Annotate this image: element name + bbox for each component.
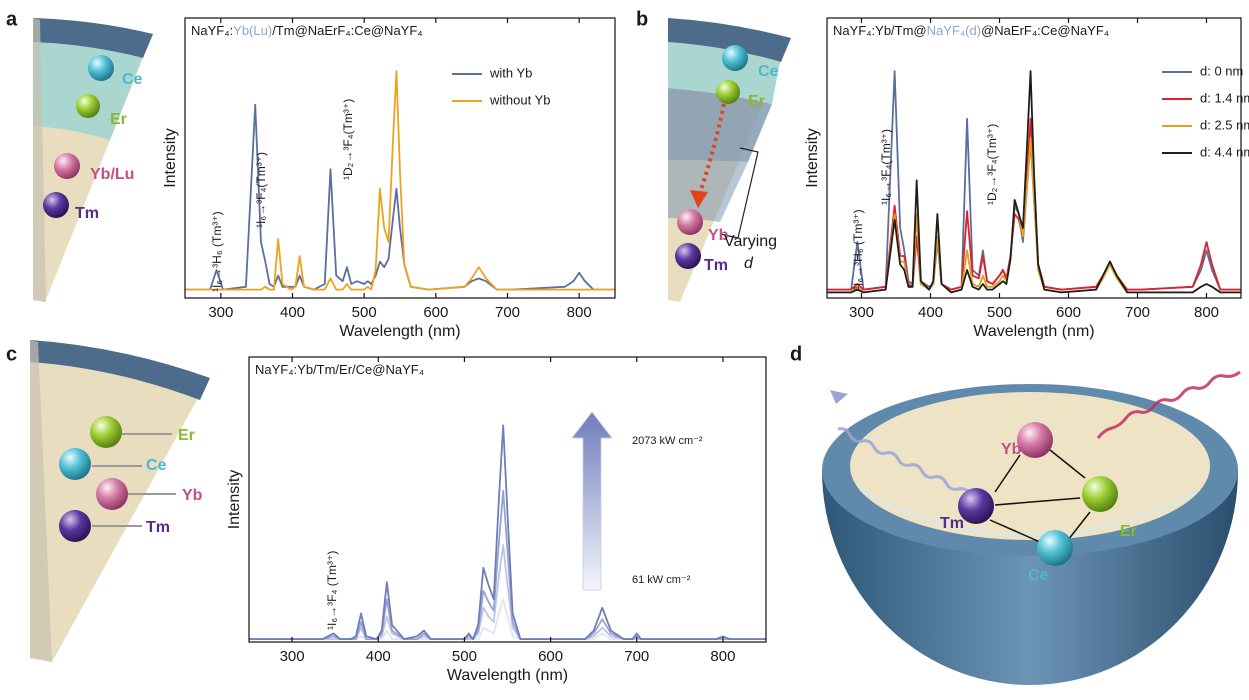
- series-line: [185, 105, 615, 290]
- ion-label: Yb/Lu: [90, 166, 134, 183]
- y-axis-label: Intensity: [226, 470, 243, 530]
- chart-title: NaYF₄:Yb/Tm@NaYF₄(d)@NaErF₄:Ce@NaYF₄: [833, 23, 1109, 38]
- legend-label: without Yb: [489, 92, 550, 107]
- figure: a b c d Ce Er Yb/Lu Tm Ce Er Yb Tm Varyi…: [0, 0, 1249, 695]
- x-tick-label: 600: [1056, 304, 1081, 321]
- ion-label: Er: [748, 93, 765, 110]
- x-tick-label: 700: [1125, 304, 1150, 321]
- ion-label: Er: [178, 427, 195, 444]
- title-part: NaYF₄:Yb/Tm@: [833, 23, 927, 38]
- wedge-diagram: Er Ce Yb Tm: [30, 340, 210, 662]
- y-axis-label: Intensity: [162, 128, 179, 188]
- chart: 300 400 500 600 700 800 Wavelength (nm) Intensi…: [804, 18, 1249, 340]
- title-part: Yb(Lu): [233, 23, 272, 38]
- ion-label: Er: [110, 111, 127, 128]
- wedge-diagram: Ce Er Yb Tm Varying d: [668, 18, 791, 302]
- x-tick-label: 300: [280, 648, 305, 665]
- annotation: ¹I₆→³F₄(Tm³⁺): [879, 129, 893, 205]
- chart: 300 400 500 600 700 800 Wavelength (nm) Intensi…: [162, 18, 615, 340]
- ion-label: Ce: [146, 457, 167, 474]
- annotation: ¹I₆→³F₄(Tm³⁺): [254, 152, 268, 228]
- ion-label: Yb: [1001, 441, 1022, 458]
- x-tick-label: 500: [352, 304, 377, 321]
- legend-label: d: 2.5 nm: [1200, 117, 1249, 132]
- ion-label: Ce: [758, 63, 779, 80]
- annotation: ¹D₂→³F₄(Tm³⁺): [341, 99, 355, 180]
- power-arrow: [572, 412, 612, 590]
- x-tick-label: 400: [918, 304, 943, 321]
- x-tick-label: 600: [538, 648, 563, 665]
- annotation: ¹I₆→³F₄ (Tm³⁺): [325, 551, 339, 630]
- panel-label: b: [636, 8, 648, 30]
- chart-title: NaYF₄:Yb/Tm/Er/Ce@NaYF₄: [255, 362, 424, 377]
- diagram-label: Varying: [724, 233, 777, 250]
- chart-title: NaYF₄:Yb(Lu)/Tm@NaErF₄:Ce@NaYF₄: [191, 23, 423, 38]
- bowl-diagram: Yb Er Tm Ce: [822, 372, 1240, 685]
- x-tick-label: 400: [366, 648, 391, 665]
- ion-label: Er: [1120, 523, 1137, 540]
- title-part: /Tm@NaErF₄:Ce@NaYF₄: [272, 23, 422, 38]
- x-tick-label: 500: [987, 304, 1012, 321]
- x-tick-label: 800: [567, 304, 592, 321]
- ion-label: Ce: [1028, 567, 1049, 584]
- page: a b c d Ce Er Yb/Lu Tm Ce Er Yb Tm Varyi…: [0, 0, 1249, 695]
- series-group: [185, 71, 615, 289]
- ion-label: Ce: [122, 71, 143, 88]
- series-line: [185, 71, 615, 289]
- x-tick-label: 800: [710, 648, 735, 665]
- annotation: 2073 kW cm⁻²: [632, 435, 703, 447]
- diagram-label: d: [744, 255, 754, 272]
- x-axis-label: Wavelength (nm): [973, 323, 1094, 340]
- title-part: NaYF₄(d): [927, 23, 981, 38]
- ion-label: Tm: [146, 519, 170, 536]
- x-tick-label: 400: [280, 304, 305, 321]
- y-axis-label: Intensity: [804, 128, 821, 188]
- annotation: ¹D₂→³F₄(Tm³⁺): [985, 124, 999, 205]
- ion-label: Yb: [182, 487, 203, 504]
- title-part: NaYF₄:Yb/Tm/Er/Ce@NaYF₄: [255, 362, 424, 377]
- x-tick-label: 700: [624, 648, 649, 665]
- panel-label: a: [6, 8, 18, 30]
- x-tick-label: 300: [849, 304, 874, 321]
- legend-label: d: 0 nm: [1200, 63, 1243, 78]
- legend-label: with Yb: [489, 65, 532, 80]
- x-tick-label: 300: [208, 304, 233, 321]
- title-part: @NaErF₄:Ce@NaYF₄: [981, 23, 1109, 38]
- panel-label: c: [6, 343, 17, 365]
- x-axis-label: Wavelength (nm): [447, 667, 568, 684]
- annotation: ¹I₆→³H₆ (Tm³⁺): [210, 211, 224, 292]
- x-tick-label: 700: [495, 304, 520, 321]
- x-axis-label: Wavelength (nm): [339, 323, 460, 340]
- annotation: 61 kW cm⁻²: [632, 574, 691, 586]
- legend-label: d: 4.4 nm: [1200, 144, 1249, 159]
- chart: 300 400 500 600 700 800 Wavelength (nm) Intensi…: [226, 357, 766, 684]
- panel-label: d: [790, 343, 802, 365]
- x-tick-label: 500: [452, 648, 477, 665]
- wedge-diagram: Ce Er Yb/Lu Tm: [33, 18, 153, 302]
- legend-label: d: 1.4 nm: [1200, 90, 1249, 105]
- x-tick-label: 800: [1194, 304, 1219, 321]
- annotation: ¹I₆→³H₆ (Tm³⁺): [851, 209, 865, 290]
- x-tick-label: 600: [423, 304, 448, 321]
- ion-label: Tm: [940, 515, 964, 532]
- ion-label: Tm: [704, 257, 728, 274]
- ion-label: Tm: [75, 205, 99, 222]
- title-part: NaYF₄:: [191, 23, 233, 38]
